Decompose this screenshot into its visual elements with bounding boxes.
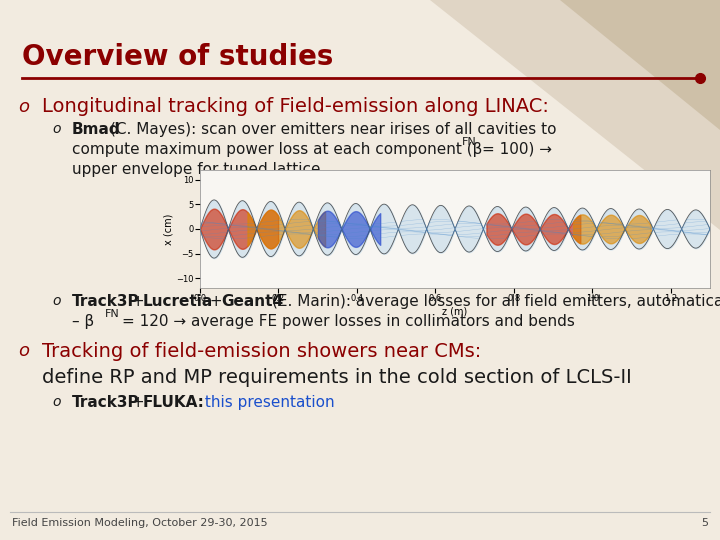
Text: +: + (127, 395, 150, 410)
Text: o: o (18, 342, 29, 360)
Text: = 120 → average FE power losses in collimators and bends: = 120 → average FE power losses in colli… (122, 314, 575, 329)
Text: Lucretia: Lucretia (143, 294, 213, 309)
Text: Bmad: Bmad (72, 122, 121, 137)
Polygon shape (430, 0, 720, 230)
Text: FN: FN (462, 137, 477, 147)
Y-axis label: x (cm): x (cm) (163, 213, 174, 245)
Text: upper envelope for tuned lattice: upper envelope for tuned lattice (72, 162, 320, 177)
Text: = 100) →: = 100) → (482, 142, 552, 157)
Text: +: + (127, 294, 150, 309)
Text: define RP and MP requirements in the cold section of LCLS-II: define RP and MP requirements in the col… (42, 368, 631, 387)
Text: Track3P: Track3P (72, 395, 140, 410)
X-axis label: z (m): z (m) (442, 306, 467, 316)
Text: o: o (52, 395, 60, 409)
Text: (C. Mayes): scan over emitters near irises of all cavities to: (C. Mayes): scan over emitters near iris… (110, 122, 557, 137)
Text: FN: FN (105, 309, 120, 319)
Text: (E. Marin): average losses for all field emitters, automatically weighted by fie: (E. Marin): average losses for all field… (272, 294, 720, 309)
Text: this presentation: this presentation (200, 395, 335, 410)
Text: 5: 5 (701, 518, 708, 528)
Text: Geant4: Geant4 (221, 294, 283, 309)
Text: – β: – β (72, 314, 94, 329)
Text: Overview of studies: Overview of studies (22, 43, 333, 71)
Polygon shape (560, 0, 720, 130)
Text: +: + (205, 294, 228, 309)
Text: o: o (52, 294, 60, 308)
Text: Track3P: Track3P (72, 294, 140, 309)
Text: compute maximum power loss at each component (β: compute maximum power loss at each compo… (72, 142, 482, 157)
Text: FLUKA:: FLUKA: (143, 395, 205, 410)
Text: Longitudinal tracking of Field-emission along LINAC:: Longitudinal tracking of Field-emission … (42, 97, 549, 116)
Text: Tracking of field-emission showers near CMs:: Tracking of field-emission showers near … (42, 342, 487, 361)
Text: Field Emission Modeling, October 29-30, 2015: Field Emission Modeling, October 29-30, … (12, 518, 268, 528)
Text: o: o (52, 122, 60, 136)
Text: o: o (18, 98, 29, 116)
